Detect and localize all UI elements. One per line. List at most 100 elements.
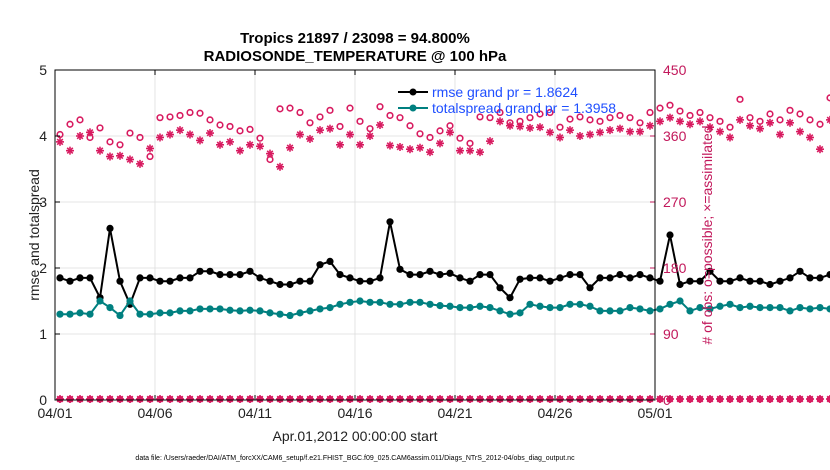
- asterisk-stroke: [376, 395, 384, 403]
- legend-spread-marker: [409, 104, 417, 112]
- bottom-assimilated-marker: [216, 395, 224, 403]
- bottom-assimilated-marker: [76, 395, 84, 403]
- obs-assimilated-marker: [706, 123, 714, 132]
- bottom-assimilated-marker: [556, 395, 564, 403]
- asterisk-stroke: [796, 128, 804, 135]
- asterisk-stroke: [746, 395, 754, 403]
- bottom-assimilated-marker: [666, 395, 674, 403]
- asterisk-stroke: [476, 148, 484, 156]
- asterisk-stroke: [576, 395, 584, 403]
- rmse-point: [236, 271, 244, 279]
- obs-assimilated-marker: [406, 145, 414, 154]
- obs-possible-marker: [306, 119, 314, 127]
- obs-assimilated-marker: [226, 137, 234, 146]
- rmse-point: [206, 267, 214, 275]
- spread-point: [246, 306, 254, 314]
- obs-assimilated-marker: [546, 128, 554, 137]
- rmse-point: [606, 274, 614, 282]
- obs-possible-marker: [196, 109, 204, 117]
- obs-possible-marker: [286, 104, 294, 112]
- obs-possible-marker: [326, 106, 334, 114]
- rmse-point: [626, 274, 634, 282]
- y-right-tick-label: 0: [663, 392, 671, 408]
- spread-point: [96, 297, 104, 305]
- bottom-assimilated-marker: [66, 395, 74, 403]
- asterisk-stroke: [546, 395, 554, 403]
- obs-assimilated-marker: [396, 143, 404, 151]
- asterisk-stroke: [196, 137, 204, 144]
- obs-assimilated-marker: [266, 149, 274, 158]
- rmse-point: [76, 274, 84, 282]
- asterisk-stroke: [56, 138, 64, 146]
- obs-assimilated-marker: [636, 127, 644, 136]
- asterisk-stroke: [566, 395, 574, 403]
- asterisk-stroke: [656, 117, 664, 125]
- obs-possible-marker: [766, 110, 774, 118]
- asterisk-stroke: [616, 395, 624, 403]
- rmse-point: [86, 274, 94, 282]
- obs-possible-marker: [696, 108, 704, 117]
- bottom-assimilated-marker: [616, 395, 624, 403]
- spread-point: [646, 307, 654, 315]
- y-left-tick-label: 5: [39, 62, 47, 78]
- asterisk-stroke: [426, 395, 434, 403]
- spread-point: [86, 310, 94, 318]
- x-tick-label: 04/11: [238, 405, 272, 421]
- obs-possible-marker: [296, 108, 304, 117]
- bottom-assimilated-marker: [336, 395, 344, 403]
- asterisk-stroke: [826, 118, 830, 124]
- obs-possible-marker: [236, 127, 244, 135]
- obs-assimilated-marker: [76, 132, 84, 140]
- asterisk-stroke: [286, 395, 294, 403]
- obs-possible-marker: [706, 114, 714, 122]
- obs-assimilated-marker: [186, 130, 194, 139]
- obs-assimilated-marker: [826, 115, 830, 124]
- asterisk-stroke: [586, 395, 594, 403]
- spread-point: [456, 304, 464, 312]
- asterisk-stroke: [56, 395, 64, 403]
- asterisk-stroke: [166, 131, 174, 138]
- spread-point: [226, 306, 234, 314]
- asterisk-stroke: [246, 141, 254, 149]
- asterisk-stroke: [386, 142, 394, 149]
- rmse-point: [286, 280, 294, 289]
- rmse-point: [766, 280, 774, 289]
- obs-possible-marker: [446, 122, 454, 130]
- obs-assimilated-marker: [516, 122, 524, 131]
- rmse-point: [356, 277, 364, 285]
- spread-point: [776, 304, 784, 312]
- legend-rmse-label: rmse grand pr = 1.8624: [432, 84, 578, 100]
- chart-title-line1: Tropics 21897 / 23098 = 94.800%: [240, 30, 470, 47]
- rmse-point: [456, 274, 464, 282]
- rmse-point: [536, 274, 544, 282]
- obs-assimilated-marker: [656, 117, 664, 126]
- obs-assimilated-marker: [146, 144, 154, 153]
- asterisk-stroke: [726, 134, 734, 141]
- rmse-point: [546, 277, 554, 285]
- rmse-point: [336, 271, 344, 279]
- bottom-assimilated-marker: [486, 395, 494, 403]
- asterisk-stroke: [366, 395, 374, 403]
- asterisk-stroke: [506, 122, 514, 130]
- obs-assimilated-marker: [526, 123, 534, 132]
- rmse-point: [326, 257, 334, 265]
- spread-point: [786, 307, 794, 315]
- asterisk-stroke: [226, 138, 234, 146]
- asterisk-stroke: [366, 132, 374, 140]
- x-tick-label: 04/01: [37, 405, 72, 421]
- rmse-point: [406, 271, 414, 279]
- rmse-point: [466, 277, 474, 285]
- spread-point: [766, 304, 774, 312]
- asterisk-stroke: [776, 131, 784, 138]
- obs-possible-marker: [436, 127, 444, 135]
- asterisk-stroke: [396, 143, 404, 151]
- obs-assimilated-marker: [216, 140, 224, 149]
- rmse-point: [186, 274, 194, 282]
- bottom-assimilated-marker: [766, 395, 774, 403]
- x-axis-label: Apr.01,2012 00:00:00 start: [272, 428, 437, 444]
- asterisk-stroke: [276, 395, 284, 403]
- asterisk-stroke: [76, 395, 84, 403]
- asterisk-stroke: [616, 125, 624, 133]
- obs-assimilated-marker: [386, 141, 394, 150]
- rmse-point: [696, 277, 704, 285]
